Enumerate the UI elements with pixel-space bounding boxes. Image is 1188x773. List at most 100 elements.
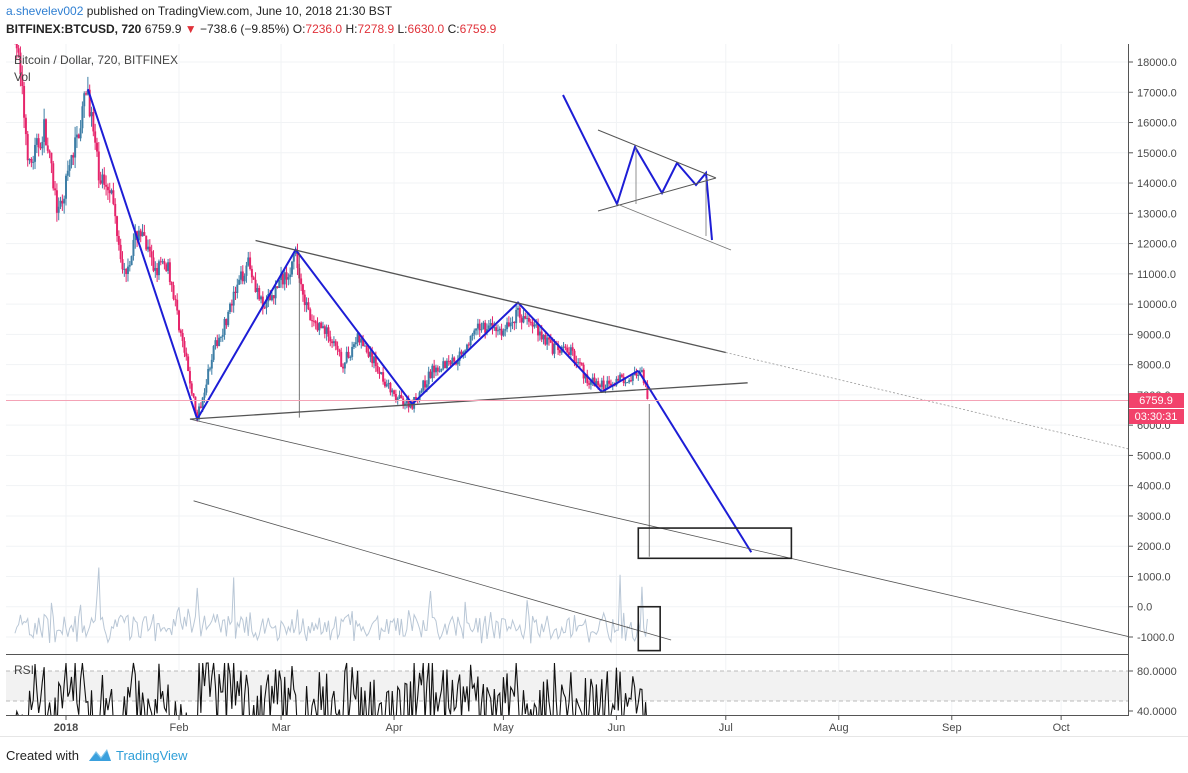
sketch-pattern — [562, 94, 713, 241]
rsi-axis[interactable]: 80.0000 40.0000 — [1128, 666, 1177, 718]
candle-body — [533, 324, 536, 327]
candle-body — [518, 307, 521, 318]
candle-body — [301, 284, 304, 295]
candle-body — [250, 268, 253, 278]
candle-body — [327, 327, 330, 337]
candle-body — [400, 395, 403, 399]
candle-body — [535, 324, 538, 326]
candle-body — [425, 384, 428, 388]
candle-body — [307, 302, 310, 310]
candle-body — [132, 239, 135, 257]
candle-body — [278, 280, 281, 288]
candle-body — [192, 393, 195, 397]
candle-body — [332, 341, 335, 344]
candle-body — [475, 328, 478, 331]
candle-body — [205, 384, 208, 393]
candle-body — [524, 316, 527, 319]
candle-body — [311, 320, 314, 322]
candle-body — [309, 309, 312, 321]
last-price-badge: 6759.9 — [1129, 393, 1184, 408]
candle-body — [148, 246, 151, 252]
candle-body — [50, 152, 53, 164]
candle-body — [32, 161, 35, 163]
time-axis[interactable]: 2018 Feb Mar Apr May Jun Jul Aug Sep Oct — [54, 715, 1070, 734]
time-tick-label: Jul — [719, 722, 733, 734]
candle-body — [243, 275, 246, 282]
candle-body — [578, 362, 581, 364]
price-tick-label: 2000.0 — [1137, 541, 1171, 553]
candle-body — [63, 198, 66, 204]
candle-body — [615, 378, 618, 386]
time-tick-label: Oct — [1053, 722, 1070, 734]
candle-body — [367, 352, 370, 357]
chart-area[interactable]: Bitcoin / Dollar, 720, BITFINEX Vol RSI … — [0, 44, 1188, 736]
candle-body — [176, 299, 179, 311]
candle-body — [613, 385, 616, 387]
candle-body — [270, 295, 273, 301]
candle-body — [83, 93, 86, 107]
candle-body — [626, 382, 629, 384]
candle-body — [181, 332, 184, 342]
candle-body — [420, 390, 423, 393]
open-label: O: — [292, 22, 306, 36]
candle-body — [229, 303, 232, 312]
candle-body — [101, 174, 104, 184]
candle-body — [542, 334, 545, 340]
price-tick-label: 3000.0 — [1137, 511, 1171, 523]
candle-body — [371, 351, 374, 364]
price-tick-label: 17000.0 — [1137, 87, 1177, 99]
candle-body — [23, 86, 26, 118]
price-axis[interactable]: 18000.0 17000.0 16000.0 15000.0 14000.0 13000… — [1128, 57, 1177, 644]
candle-body — [65, 175, 67, 199]
candle-body — [628, 380, 631, 383]
candle-body — [126, 266, 129, 275]
ohlc-line: BITFINEX:BTCUSD, 720 6759.9 ▼ −738.6 (−9… — [6, 22, 496, 36]
candle-body — [495, 327, 498, 332]
tradingview-brand[interactable]: TradingView — [116, 748, 188, 763]
candle-body — [72, 155, 75, 158]
candle-body — [249, 257, 252, 269]
candle-body — [225, 318, 228, 326]
candle-body — [405, 399, 408, 404]
candle-body — [507, 322, 510, 327]
candle-body — [157, 261, 160, 276]
candle-body — [566, 347, 569, 353]
candle-body — [318, 322, 321, 331]
candle-body — [411, 402, 414, 409]
tradingview-logo-icon[interactable] — [88, 747, 112, 763]
candle-body — [334, 341, 337, 346]
sketch-lower-line — [597, 177, 717, 212]
candle-body — [70, 155, 73, 166]
candle-body — [517, 307, 519, 310]
candle-body — [139, 230, 142, 237]
candle-body — [362, 338, 365, 347]
candle-body — [99, 180, 102, 184]
price-tick-label: 12000.0 — [1137, 239, 1177, 251]
candle-body — [646, 383, 649, 399]
candle-body — [269, 294, 272, 301]
candle-body — [429, 371, 432, 379]
candle-body — [287, 277, 290, 280]
candle-body — [57, 206, 60, 213]
candle-body — [352, 344, 355, 347]
candle-body — [458, 351, 461, 361]
candle-body — [451, 357, 454, 365]
candle-body — [201, 397, 204, 409]
volume-spike-box — [637, 605, 661, 652]
last-price-value: 6759.9 — [144, 22, 182, 36]
candle-series — [14, 44, 649, 422]
author-link[interactable]: a.shevelev002 — [6, 4, 84, 18]
candle-body — [54, 188, 57, 191]
price-tick-label: 15000.0 — [1137, 148, 1177, 160]
ticker-label: BITFINEX:BTCUSD, 720 — [6, 22, 142, 36]
candle-body — [482, 322, 485, 330]
candle-body — [48, 150, 51, 153]
rsi-tick-label: 40.0000 — [1137, 706, 1177, 718]
price-tick-label: 18000.0 — [1137, 57, 1177, 69]
candle-body — [456, 360, 459, 365]
candle-body — [493, 327, 496, 329]
candle-body — [351, 346, 354, 357]
candle-body — [547, 337, 550, 340]
low-label: L: — [397, 22, 408, 36]
candle-body — [281, 273, 284, 285]
